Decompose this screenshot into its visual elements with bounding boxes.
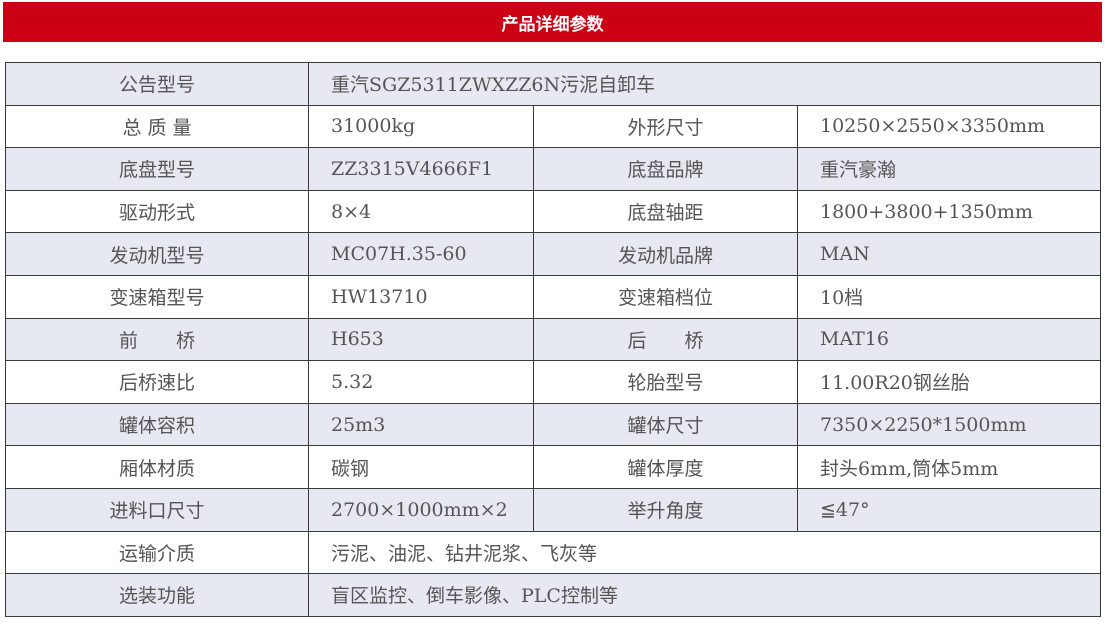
table-row: 厢体材质 碳钢 罐体厚度 封头6mm,筒体5mm xyxy=(5,445,1102,489)
table-row: 驱动形式 8×4 底盘轴距 1800+3800+1350mm xyxy=(5,189,1102,234)
spec-value: 污泥、油泥、钻井泥浆、飞灰等 xyxy=(307,530,1102,575)
table-row: 公告型号 重汽SGZ5311ZWXZZ6N污泥自卸车 xyxy=(5,62,1102,106)
spec-label: 公告型号 xyxy=(5,62,309,106)
spec-label: 进料口尺寸 xyxy=(5,487,309,532)
spec-value: 重汽豪瀚 xyxy=(796,147,1102,191)
spec-value: 11.00R20钢丝胎 xyxy=(796,360,1102,404)
table-row: 变速箱型号 HW13710 变速箱档位 10档 xyxy=(5,274,1102,319)
spec-value: 8×4 xyxy=(308,189,534,234)
section-title-banner: 产品详细参数 xyxy=(3,2,1102,42)
table-row: 罐体容积 25m3 罐体尺寸 7350×2250*1500mm xyxy=(5,402,1102,447)
spec-label: 运输介质 xyxy=(5,530,309,575)
spec-value: H653 xyxy=(308,317,534,362)
spec-value: MC07H.35-60 xyxy=(308,232,534,276)
spec-value: 10档 xyxy=(796,274,1102,319)
table-row: 运输介质 污泥、油泥、钻井泥浆、飞灰等 xyxy=(5,530,1102,575)
spec-label: 底盘轴距 xyxy=(533,189,798,234)
spec-label: 罐体容积 xyxy=(5,402,309,447)
spec-value: 25m3 xyxy=(308,402,534,447)
spec-label: 发动机型号 xyxy=(5,232,309,276)
spec-label: 举升角度 xyxy=(533,487,798,532)
section-title: 产品详细参数 xyxy=(501,14,604,35)
spec-label: 罐体厚度 xyxy=(533,445,798,489)
spec-label: 发动机品牌 xyxy=(533,232,798,276)
spec-label: 后 桥 xyxy=(533,317,798,362)
spec-value: HW13710 xyxy=(308,274,534,319)
spec-label: 变速箱型号 xyxy=(5,274,309,319)
spec-value: ZZ3315V4666F1 xyxy=(308,147,534,191)
table-row: 底盘型号 ZZ3315V4666F1 底盘品牌 重汽豪瀚 xyxy=(5,147,1102,191)
spec-value: 1800+3800+1350mm xyxy=(796,189,1102,234)
spec-label: 底盘型号 xyxy=(5,147,309,191)
spec-value: 盲区监控、倒车影像、PLC控制等 xyxy=(307,573,1102,617)
spec-label: 底盘品牌 xyxy=(533,147,798,191)
spec-value: MAN xyxy=(796,232,1102,276)
spec-value: 10250×2550×3350mm xyxy=(796,104,1102,149)
spec-label: 总 质 量 xyxy=(5,104,309,149)
spec-value: 封头6mm,筒体5mm xyxy=(796,445,1102,489)
spec-value: 5.32 xyxy=(308,360,534,404)
table-row: 发动机型号 MC07H.35-60 发动机品牌 MAN xyxy=(5,232,1102,276)
spec-table: 公告型号 重汽SGZ5311ZWXZZ6N污泥自卸车总 质 量 31000kg 外形尺… xyxy=(5,62,1102,617)
spec-label: 选装功能 xyxy=(5,573,309,617)
spec-label: 厢体材质 xyxy=(5,445,309,489)
spec-value: ≦47° xyxy=(796,487,1102,532)
table-row: 前 桥 H653 后 桥 MAT16 xyxy=(5,317,1102,362)
spec-label: 驱动形式 xyxy=(5,189,309,234)
table-row: 进料口尺寸 2700×1000mm×2 举升角度 ≦47° xyxy=(5,487,1102,532)
spec-label: 前 桥 xyxy=(5,317,309,362)
spec-label: 轮胎型号 xyxy=(533,360,798,404)
table-row: 选装功能 盲区监控、倒车影像、PLC控制等 xyxy=(5,573,1102,617)
spec-value: 碳钢 xyxy=(308,445,534,489)
table-row: 总 质 量 31000kg 外形尺寸 10250×2550×3350mm xyxy=(5,104,1102,149)
spec-label: 后桥速比 xyxy=(5,360,309,404)
spec-value: 2700×1000mm×2 xyxy=(308,487,534,532)
spec-value: MAT16 xyxy=(796,317,1102,362)
table-row: 后桥速比 5.32 轮胎型号 11.00R20钢丝胎 xyxy=(5,360,1102,404)
spec-value: 7350×2250*1500mm xyxy=(796,402,1102,447)
spec-label: 外形尺寸 xyxy=(533,104,798,149)
spec-label: 变速箱档位 xyxy=(533,274,798,319)
spec-value: 31000kg xyxy=(308,104,534,149)
spec-value: 重汽SGZ5311ZWXZZ6N污泥自卸车 xyxy=(307,62,1102,106)
spec-label: 罐体尺寸 xyxy=(533,402,798,447)
